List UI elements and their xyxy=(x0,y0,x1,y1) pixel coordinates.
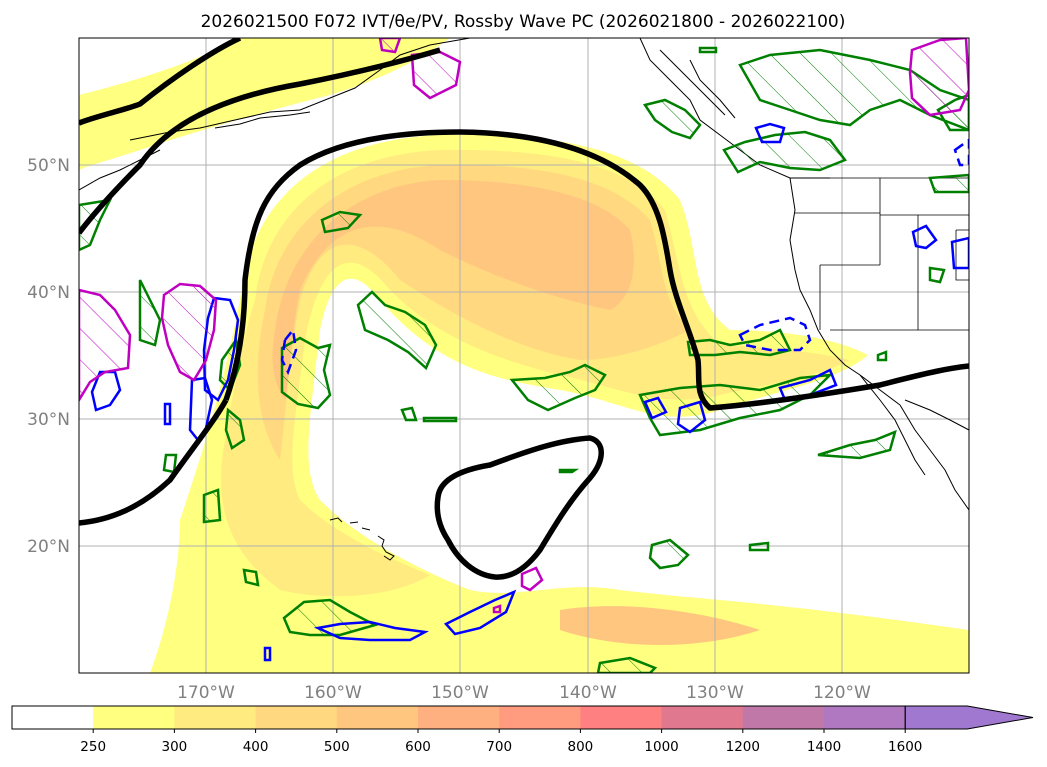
lon-label-170w: 170°W xyxy=(177,683,235,703)
latitude-labels: 20°N 30°N 40°N 50°N xyxy=(27,156,70,557)
blue-pc-dashed xyxy=(280,138,969,376)
green-pc-small xyxy=(162,46,946,552)
theta-e-cutoff xyxy=(434,435,604,580)
colorbar-tick-label: 400 xyxy=(243,739,269,755)
theta-e-north-2 xyxy=(79,38,242,126)
theta-e-ridge xyxy=(223,129,969,411)
lat-label-20: 20°N xyxy=(27,537,70,557)
lat-label-50: 50°N xyxy=(27,156,70,176)
colorbar-segment xyxy=(12,706,94,729)
theta-e-contours xyxy=(79,38,969,580)
colorbar-segment xyxy=(661,706,744,729)
map-panel xyxy=(79,38,969,673)
us-west-coast xyxy=(789,177,901,406)
colorbar-tick-label: 1600 xyxy=(888,739,922,755)
magenta-pc-contours xyxy=(79,38,969,403)
state-borders xyxy=(795,177,969,331)
colorbar-tick-label: 300 xyxy=(162,739,188,755)
colorbar-tick-label: 250 xyxy=(80,739,106,755)
colorbar-tick-label: 1400 xyxy=(807,739,841,755)
ivt-band-250-c xyxy=(150,634,340,673)
colorbar-segment xyxy=(580,706,663,729)
colorbar-tick-label: 700 xyxy=(486,739,512,755)
colorbar-tick-label: 500 xyxy=(324,739,350,755)
colorbar-extension xyxy=(904,705,1034,730)
figure-title: 2026021500 F072 IVT/θe/PV, Rossby Wave P… xyxy=(201,12,846,32)
colorbar-segment xyxy=(742,706,825,729)
colorbar-segment xyxy=(418,706,500,729)
theta-e-ridge-west xyxy=(79,398,229,526)
ivt-band-500-b xyxy=(560,606,760,645)
theta-e-north xyxy=(79,47,441,235)
bc-islands xyxy=(659,49,736,119)
colorbar: 250 300 400 500 600 700 800 1000 1200 1400 1600 xyxy=(11,705,1034,755)
colorbar-segment xyxy=(336,706,419,729)
colorbar-segment xyxy=(93,706,175,729)
magenta-pc-small xyxy=(492,566,544,614)
ivt-band-500 xyxy=(272,180,634,400)
baja-coast xyxy=(859,374,969,511)
lat-label-40: 40°N xyxy=(27,283,70,303)
colorbar-tick-label: 600 xyxy=(405,739,431,755)
alaska-coast xyxy=(129,38,471,141)
coastlines xyxy=(79,38,969,561)
colorbar-tick-label: 800 xyxy=(568,739,594,755)
lon-label-160w: 160°W xyxy=(304,683,362,703)
hawaii-islands xyxy=(329,517,395,561)
colorbar-segment xyxy=(824,706,906,729)
ivt-band-300 xyxy=(221,149,850,597)
colorbar-tick-label: 1000 xyxy=(644,739,678,755)
lon-label-140w: 140°W xyxy=(559,683,617,703)
lat-label-30: 30°N xyxy=(27,410,70,430)
colorbar-segment xyxy=(499,706,581,729)
colorbar-segment xyxy=(255,706,338,729)
lon-label-150w: 150°W xyxy=(431,683,489,703)
colorbar-outline xyxy=(11,705,906,730)
lon-label-120w: 120°W xyxy=(813,683,871,703)
alaska-panhandle xyxy=(639,38,830,179)
map-border xyxy=(78,37,970,674)
colorbar-segment xyxy=(174,706,257,729)
ivt-band-250 xyxy=(150,134,969,673)
colorbar-tick-label: 1200 xyxy=(726,739,760,755)
lon-label-130w: 130°W xyxy=(686,683,744,703)
mexico-coast xyxy=(904,399,969,431)
longitude-labels: 170°W 160°W 150°W 140°W 130°W 120°W xyxy=(177,683,871,703)
alaska-coast-b xyxy=(214,111,311,129)
